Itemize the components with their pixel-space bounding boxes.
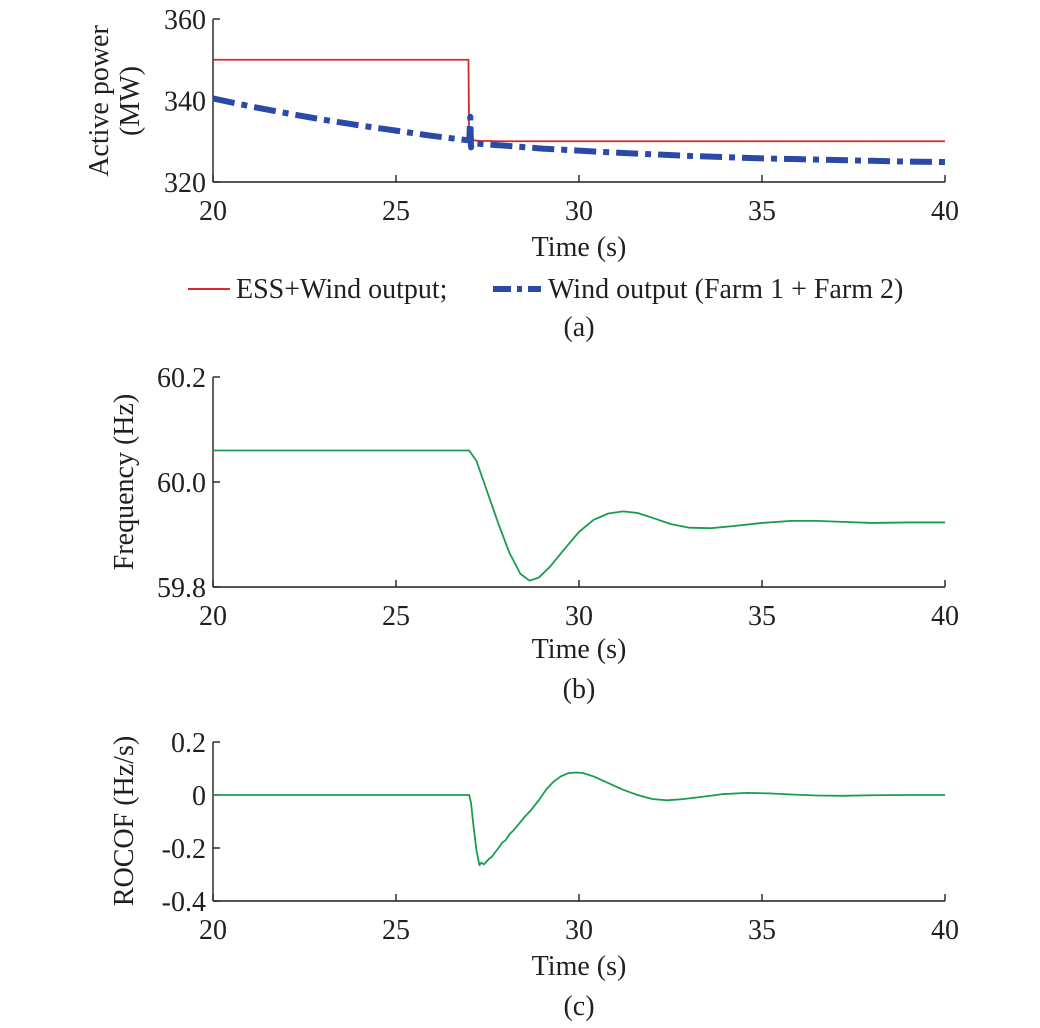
panel-a-x-tick-label: 20 [199,196,227,227]
panel-c-ylabel: ROCOF (Hz/s) [109,736,140,906]
panel-a-series-line-1 [213,58,945,147]
panel-a: 20 25 30 35 40 320 340 360 Active power (MW) Ti… [84,5,959,343]
panel-b-y-tick-label: 59.8 [157,573,206,604]
panel-a-y-tick-label: 360 [164,5,206,36]
panel-c-xlabel: Time (s) [532,951,627,982]
panel-a-x-tick-label: 40 [931,196,959,227]
panel-a-ylabel-line-1: Active power [84,25,115,177]
panel-a-xlabel: Time (s) [532,232,627,263]
legend: ESS+Wind output; Wind output (Farm 1 + F… [188,274,903,305]
panel-b-x-tick-label: 30 [565,601,593,632]
panel-b-y-tick-label: 60.2 [157,363,206,394]
panel-b: 20 25 30 35 40 59.8 60.0 60.2 Frequency (Hz) Ti… [109,363,959,705]
panel-c-plot-area: 20 25 30 35 40 -0.4 -0.2 0 0.2 [162,728,959,946]
panel-c-x-tick-label: 35 [748,915,776,946]
panel-b-caption: (b) [563,674,596,705]
panel-c-y-tick-label: -0.2 [162,834,206,865]
panel-c-x-tick-label: 25 [382,915,410,946]
panel-a-ylabel-line-2: (MW) [115,66,146,136]
panel-c-x-tick-label: 20 [199,915,227,946]
panel-c: 20 25 30 35 40 -0.4 -0.2 0 0.2 ROCOF (Hz/s) Time… [109,728,959,1022]
panel-a-x-tick-label: 35 [748,196,776,227]
panel-b-x-tick-label: 35 [748,601,776,632]
panel-c-y-tick-label: -0.4 [162,887,206,918]
panel-a-y-tick-label: 340 [164,87,206,118]
panel-b-xlabel: Time (s) [532,634,627,665]
panel-c-y-tick-label: 0.2 [171,728,206,759]
panel-b-x-tick-label: 20 [199,601,227,632]
legend-label-ess-wind-output: ESS+Wind output; [236,274,447,305]
panel-a-plot-area: 20 25 30 35 40 320 340 360 [164,5,959,227]
panel-b-y-tick-label: 60.0 [157,468,206,499]
panel-c-y-tick-label: 0 [192,781,206,812]
panel-c-x-tick-label: 40 [931,915,959,946]
panel-c-series-line-1 [213,771,945,867]
panel-b-plot-area: 20 25 30 35 40 59.8 60.0 60.2 [157,363,959,632]
panel-b-ylabel: Frequency (Hz) [109,394,140,570]
panel-c-x-tick-label: 30 [565,915,593,946]
panel-b-x-tick-label: 40 [931,601,959,632]
panel-b-x-tick-label: 25 [382,601,410,632]
panel-c-caption: (c) [563,991,594,1022]
panel-a-x-tick-label: 30 [565,196,593,227]
legend-label-wind-output: Wind output (Farm 1 + Farm 2) [548,274,903,305]
panel-a-caption: (a) [563,312,594,343]
panel-b-series-line-1 [213,449,945,582]
panel-a-y-tick-label: 320 [164,168,206,199]
panel-a-x-tick-label: 25 [382,196,410,227]
panel-a-series-line-2 [212,95,946,166]
